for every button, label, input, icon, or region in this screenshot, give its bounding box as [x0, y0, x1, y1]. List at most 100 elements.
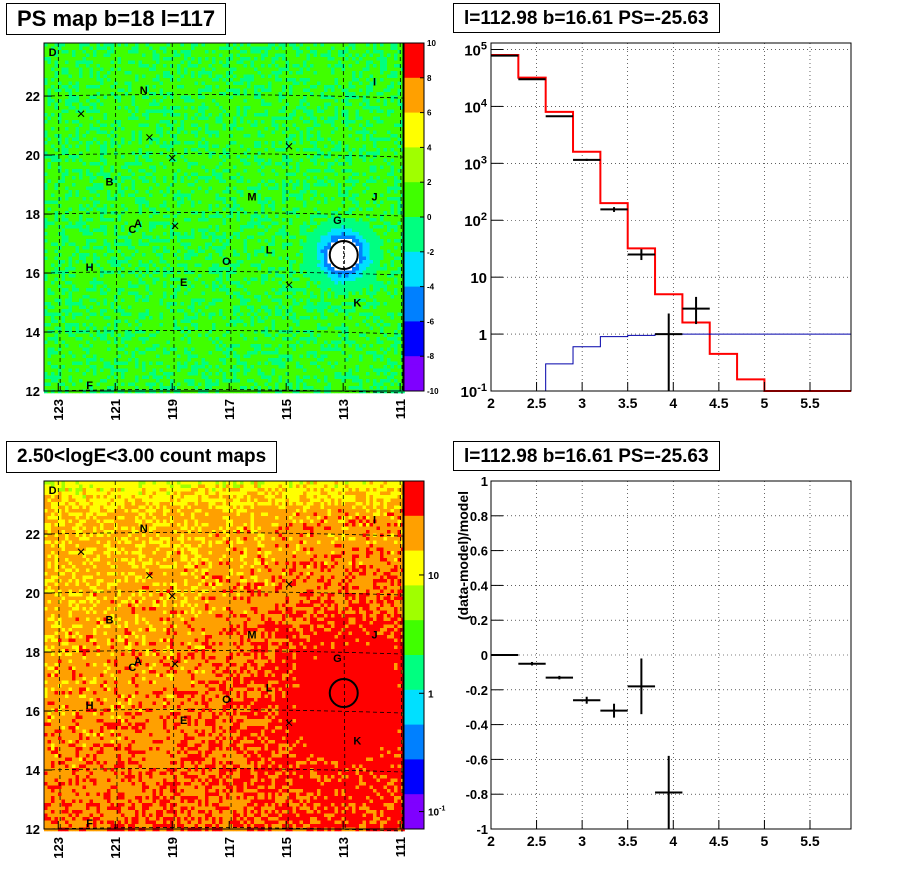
map-cell [247, 53, 251, 58]
map-cell [310, 50, 314, 54]
map-cell [107, 162, 111, 166]
map-cell [201, 92, 206, 96]
map-cell [383, 85, 388, 89]
map-cell [264, 158, 269, 163]
map-cell [208, 211, 213, 215]
map-cell [128, 134, 132, 138]
map-cell [121, 60, 125, 65]
map-cell [138, 64, 143, 68]
map-cell [289, 144, 293, 149]
map-cell [47, 67, 52, 72]
map-cell [135, 88, 139, 93]
map-cell [191, 78, 195, 82]
map-cell [58, 81, 62, 86]
map-cell [89, 183, 94, 187]
map-cell [268, 43, 272, 47]
map-cell [366, 113, 370, 117]
map-cell [135, 204, 139, 208]
map-cell [72, 127, 76, 131]
map-cell [275, 102, 279, 107]
map-cell [240, 141, 244, 145]
map-cell [275, 99, 279, 103]
map-cell [324, 169, 328, 173]
map-cell [296, 78, 300, 82]
map-cell [166, 113, 171, 117]
map-cell [338, 141, 342, 145]
map-cell [205, 172, 209, 177]
map-cell [310, 106, 314, 110]
map-cell [222, 183, 227, 187]
map-cell [271, 64, 276, 68]
map-cell [219, 120, 223, 124]
map-cell [128, 137, 132, 142]
map-cell [366, 176, 370, 180]
map-cell [128, 183, 132, 187]
map-cell [313, 144, 318, 149]
map-cell [145, 127, 150, 131]
map-cell [145, 50, 150, 54]
map-cell [142, 169, 146, 173]
map-cell [303, 95, 307, 100]
map-cell [261, 99, 265, 103]
map-cell [390, 137, 395, 142]
map-cell [47, 197, 52, 201]
map-cell [226, 99, 230, 103]
map-cell [58, 211, 62, 215]
map-cell [93, 95, 97, 100]
map-cell [61, 88, 66, 93]
map-cell [121, 134, 125, 138]
map-cell [117, 88, 122, 93]
map-cell [47, 46, 52, 51]
map-cell [219, 67, 223, 72]
map-cell [170, 88, 174, 93]
map-cell [191, 109, 195, 114]
map-cell [285, 92, 290, 96]
map-cell [303, 134, 307, 138]
map-cell [376, 99, 381, 103]
map-cell [166, 127, 171, 131]
map-cell [306, 106, 311, 110]
map-cell [135, 113, 139, 117]
map-cell [289, 165, 293, 170]
map-cell [68, 183, 73, 187]
map-cell [317, 71, 321, 75]
map-cell [47, 85, 52, 89]
map-cell [299, 88, 304, 93]
map-cell [324, 165, 328, 170]
map-cell [338, 60, 342, 65]
map-cell [163, 99, 167, 103]
map-cell [72, 179, 76, 184]
map-cell [390, 46, 395, 51]
map-cell [355, 78, 360, 82]
map-cell [156, 148, 160, 152]
map-cell [285, 53, 290, 58]
map-cell [61, 60, 66, 65]
map-cell [271, 99, 276, 103]
map-cell [201, 130, 206, 135]
map-cell [54, 158, 59, 163]
map-cell [96, 113, 101, 117]
map-cell [107, 78, 111, 82]
map-cell [348, 50, 353, 54]
map-cell [219, 102, 223, 107]
map-cell [394, 116, 398, 121]
map-cell [250, 204, 255, 208]
map-cell [282, 43, 286, 47]
map-cell [243, 50, 248, 54]
map-cell [320, 67, 325, 72]
map-cell [362, 102, 367, 107]
map-cell [135, 64, 139, 68]
map-cell [254, 50, 258, 54]
map-cell [198, 127, 202, 131]
map-cell [138, 158, 143, 163]
map-cell [334, 120, 339, 124]
map-cell [352, 71, 356, 75]
map-cell [233, 74, 237, 79]
map-cell [264, 116, 269, 121]
map-cell [138, 50, 143, 54]
map-cell [100, 53, 104, 58]
map-cell [79, 78, 83, 82]
map-cell [296, 113, 300, 117]
map-cell [285, 183, 290, 187]
map-cell [187, 151, 192, 156]
